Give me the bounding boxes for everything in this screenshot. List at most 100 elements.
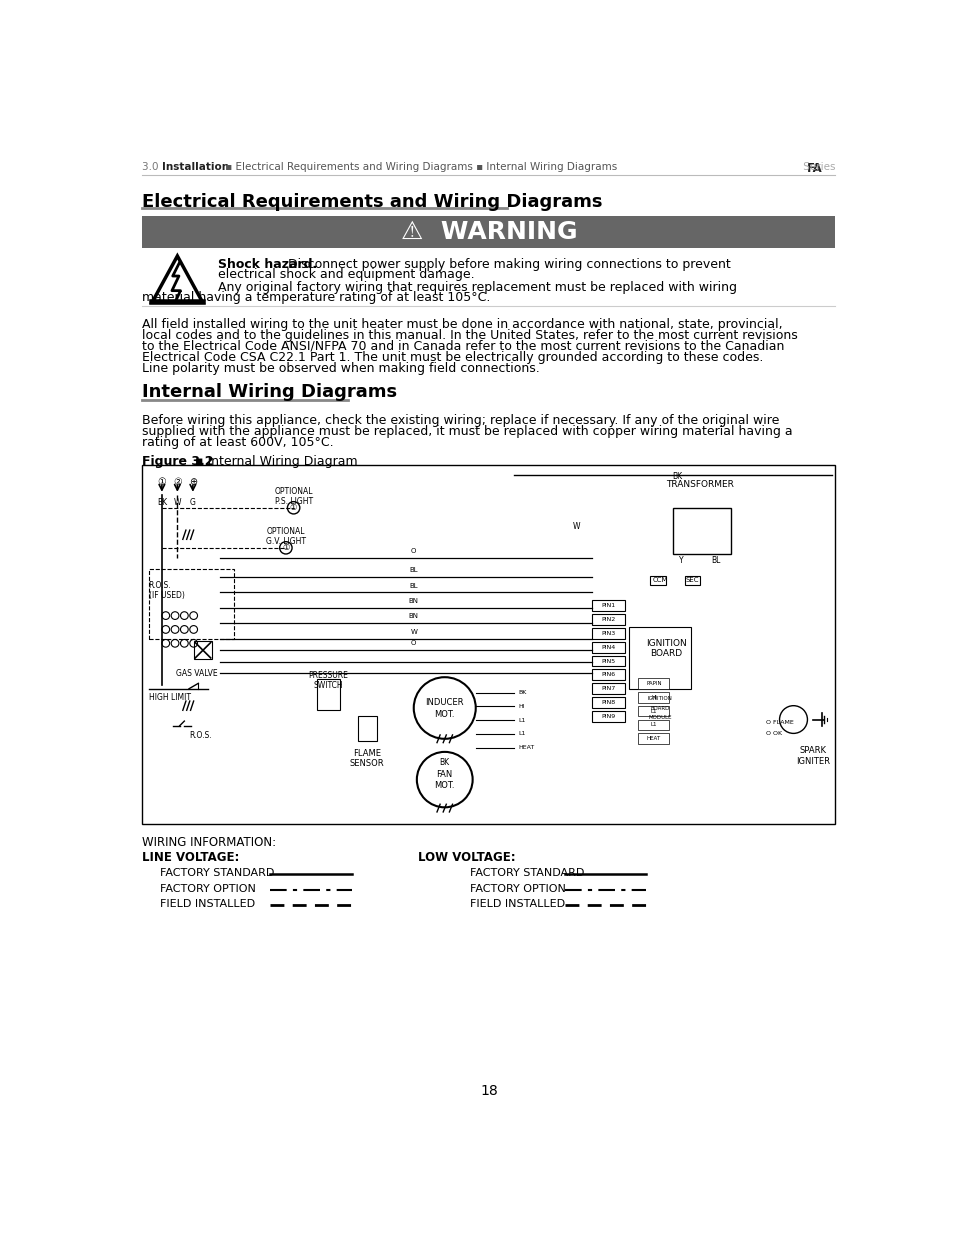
Text: HEAT: HEAT	[517, 746, 534, 751]
Text: BOARD: BOARD	[650, 705, 669, 710]
Text: ①: ①	[290, 504, 297, 513]
Text: FA: FA	[806, 162, 822, 175]
Bar	[592, 683, 624, 694]
Text: Series: Series	[799, 162, 835, 172]
Text: W: W	[572, 522, 579, 531]
Bar	[673, 508, 731, 555]
Text: WIRING INFORMATION:: WIRING INFORMATION:	[142, 836, 276, 848]
Text: W: W	[173, 498, 181, 506]
Text: rating of at least 600V, 105°C.: rating of at least 600V, 105°C.	[142, 436, 334, 450]
Text: ②: ②	[172, 477, 182, 487]
Bar	[193, 641, 212, 659]
Text: MOT.: MOT.	[434, 782, 455, 790]
Text: ▪ Internal Wiring Diagram: ▪ Internal Wiring Diagram	[192, 454, 357, 468]
Text: Before wiring this appliance, check the existing wiring; replace if necessary. I: Before wiring this appliance, check the …	[142, 414, 779, 427]
Text: BK: BK	[517, 690, 526, 695]
Text: O OK: O OK	[765, 731, 781, 736]
Bar	[638, 720, 669, 730]
Text: 3.0: 3.0	[142, 162, 162, 172]
Text: W: W	[410, 629, 416, 635]
Text: LOW VOLTAGE:: LOW VOLTAGE:	[417, 851, 515, 864]
Text: LINE VOLTAGE:: LINE VOLTAGE:	[142, 851, 239, 864]
Text: PIN3: PIN3	[600, 631, 615, 636]
Text: HEAT: HEAT	[646, 736, 660, 741]
Bar	[316, 679, 340, 710]
Bar	[592, 698, 624, 708]
Text: PIN1: PIN1	[600, 603, 615, 608]
Text: HI: HI	[517, 704, 524, 709]
Text: FAN: FAN	[436, 769, 453, 779]
Text: Disconnect power supply before making wiring connections to prevent: Disconnect power supply before making wi…	[283, 258, 730, 270]
Bar	[638, 678, 669, 689]
Bar	[357, 716, 376, 741]
Bar	[592, 627, 624, 638]
Bar	[684, 576, 700, 585]
Bar	[592, 711, 624, 721]
Bar	[149, 569, 233, 638]
Text: TRANSFORMER: TRANSFORMER	[666, 479, 734, 489]
Text: Line polarity must be observed when making field connections.: Line polarity must be observed when maki…	[142, 362, 539, 375]
Text: FACTORY STANDARD: FACTORY STANDARD	[159, 868, 274, 878]
Text: BK: BK	[672, 472, 681, 480]
Text: PIN6: PIN6	[600, 672, 615, 677]
Text: HI: HI	[651, 695, 657, 700]
Bar	[592, 600, 624, 611]
Text: L1: L1	[517, 718, 525, 722]
Text: Internal Wiring Diagrams: Internal Wiring Diagrams	[142, 383, 397, 401]
Text: ①: ①	[282, 543, 290, 552]
Text: PAPIN: PAPIN	[645, 680, 661, 685]
Text: OPTIONAL
G.V. LIGHT: OPTIONAL G.V. LIGHT	[266, 527, 306, 546]
Text: O: O	[411, 548, 416, 555]
Text: ①: ①	[157, 477, 166, 487]
Bar	[638, 705, 669, 716]
Bar	[142, 466, 835, 824]
Text: L1: L1	[650, 722, 657, 727]
Text: PIN2: PIN2	[600, 618, 615, 622]
Text: BL: BL	[409, 567, 417, 573]
Text: All field installed wiring to the unit heater must be done in accordance with na: All field installed wiring to the unit h…	[142, 317, 782, 331]
Text: Figure 3.2: Figure 3.2	[142, 454, 213, 468]
Text: PIN4: PIN4	[600, 645, 615, 650]
Text: to the Electrical Code ANSI/NFPA 70 and in Canada refer to the most current revi: to the Electrical Code ANSI/NFPA 70 and …	[142, 340, 784, 353]
Text: FIELD INSTALLED: FIELD INSTALLED	[469, 899, 564, 909]
Text: PIN5: PIN5	[600, 658, 615, 663]
Text: L1: L1	[650, 709, 657, 714]
Text: ⚠  WARNING: ⚠ WARNING	[400, 220, 577, 245]
Text: BN: BN	[408, 598, 418, 604]
Bar	[592, 669, 624, 680]
Text: electrical shock and equipment damage.: electrical shock and equipment damage.	[218, 268, 475, 282]
Text: local codes and to the guidelines in this manual. In the United States, refer to: local codes and to the guidelines in thi…	[142, 329, 798, 342]
Text: FACTORY OPTION: FACTORY OPTION	[469, 883, 565, 894]
Text: IGNITION: IGNITION	[647, 697, 672, 701]
Text: FLAME
SENSOR: FLAME SENSOR	[350, 748, 384, 768]
Text: Installation: Installation	[162, 162, 229, 172]
Text: SPARK
IGNITER: SPARK IGNITER	[795, 746, 829, 766]
Text: G: G	[190, 498, 195, 506]
Bar	[629, 627, 691, 689]
Text: supplied with the appliance must be replaced, it must be replaced with copper wi: supplied with the appliance must be repl…	[142, 425, 792, 438]
Text: PIN7: PIN7	[600, 687, 615, 692]
Bar	[592, 656, 624, 667]
Text: HIGH LIMIT: HIGH LIMIT	[149, 693, 191, 701]
Text: FACTORY OPTION: FACTORY OPTION	[159, 883, 255, 894]
Text: BL: BL	[711, 556, 720, 566]
Text: material having a temperature rating of at least 105°C.: material having a temperature rating of …	[142, 291, 491, 304]
Text: O: O	[411, 641, 416, 646]
Text: ▪ Electrical Requirements and Wiring Diagrams ▪ Internal Wiring Diagrams: ▪ Electrical Requirements and Wiring Dia…	[222, 162, 617, 172]
Text: PIN8: PIN8	[600, 700, 615, 705]
Text: SEC: SEC	[685, 577, 699, 583]
Text: Shock hazard.: Shock hazard.	[218, 258, 317, 270]
Text: BL: BL	[409, 583, 417, 589]
Text: O FLAME: O FLAME	[765, 720, 793, 725]
Bar	[592, 614, 624, 625]
Text: MOT.: MOT.	[434, 710, 455, 719]
Text: PIN9: PIN9	[600, 714, 615, 719]
Text: OPTIONAL
P.S. LIGHT: OPTIONAL P.S. LIGHT	[274, 487, 313, 506]
Text: CCM: CCM	[652, 577, 667, 583]
Bar	[592, 642, 624, 652]
Text: ⊕: ⊕	[189, 477, 196, 487]
Text: BK: BK	[439, 758, 450, 767]
Text: Electrical Code CSA C22.1 Part 1. The unit must be electrically grounded accordi: Electrical Code CSA C22.1 Part 1. The un…	[142, 351, 763, 364]
Text: FIELD INSTALLED: FIELD INSTALLED	[159, 899, 254, 909]
Bar	[638, 734, 669, 745]
